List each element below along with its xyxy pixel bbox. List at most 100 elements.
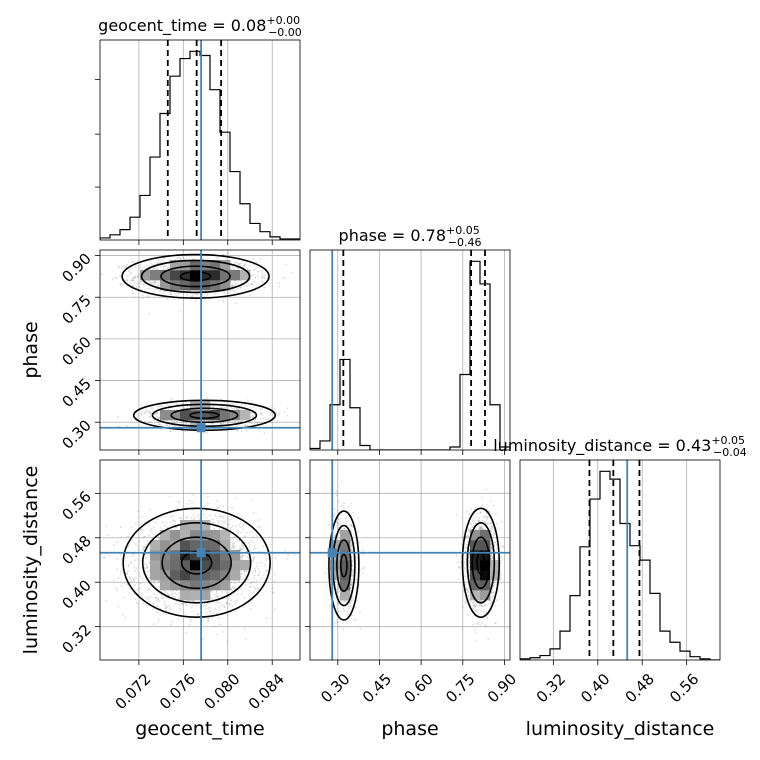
sample-point: [240, 544, 243, 547]
sample-point: [130, 561, 133, 563]
sample-point: [263, 432, 266, 434]
sample-point: [485, 518, 488, 520]
sample-point: [141, 594, 144, 597]
density-cell: [210, 570, 221, 581]
x-tick-label: 0.56: [666, 670, 702, 706]
x-tick-label: 0.40: [577, 670, 613, 706]
sample-point: [144, 521, 147, 523]
sample-point: [275, 412, 278, 415]
sample-point: [259, 412, 262, 415]
density-cell: [190, 530, 201, 541]
sample-point: [251, 412, 254, 414]
sample-point: [215, 595, 218, 598]
sample-point: [253, 522, 255, 525]
sample-point: [179, 309, 182, 312]
panel-frame: [99, 249, 301, 451]
sample-point: [214, 607, 217, 610]
sample-point: [150, 412, 152, 414]
density-cell: [240, 410, 251, 421]
sample-point: [233, 588, 236, 591]
sample-point: [236, 282, 239, 285]
sample-point: [208, 610, 211, 613]
sample-point: [216, 633, 218, 636]
sample-point: [226, 640, 229, 642]
sample-point: [243, 570, 246, 573]
sample-point: [190, 517, 193, 519]
sample-point: [479, 624, 481, 626]
sample-point: [197, 513, 199, 516]
sample-point: [241, 542, 243, 545]
sample-point: [286, 414, 289, 417]
density-cell: [180, 560, 191, 571]
sample-point: [120, 558, 123, 561]
sample-point: [146, 567, 149, 569]
sample-point: [242, 547, 245, 549]
sample-point: [157, 598, 160, 600]
sample-point: [232, 543, 235, 546]
sample-point: [176, 592, 179, 595]
x-tick-label: 0.32: [533, 670, 569, 706]
density-cell: [240, 560, 251, 571]
sample-point: [456, 561, 459, 564]
sample-point: [241, 555, 244, 557]
sample-point: [245, 429, 248, 432]
sample-point: [252, 416, 255, 419]
sample-point: [188, 624, 191, 626]
sample-point: [190, 295, 193, 298]
sample-point: [224, 589, 227, 592]
sample-point: [212, 405, 215, 408]
sample-point: [478, 527, 480, 530]
sample-point: [240, 557, 243, 559]
sample-point: [248, 265, 251, 267]
sample-point: [116, 568, 118, 571]
sample-point: [192, 293, 195, 296]
sample-point: [159, 261, 162, 264]
sample-point: [153, 580, 156, 583]
sample-point: [267, 557, 269, 560]
sample-point: [233, 279, 236, 282]
density-cell: [180, 280, 191, 291]
sample-point: [185, 603, 188, 606]
sample-point: [239, 587, 242, 590]
density-cell: [150, 540, 161, 551]
title-minus: −0.04: [713, 446, 747, 459]
sample-point: [141, 578, 144, 580]
sample-point: [236, 266, 238, 269]
sample-point: [227, 289, 230, 292]
density-cells: [150, 520, 251, 601]
sample-point: [241, 430, 243, 433]
histogram-phase: [310, 260, 510, 450]
density-cell: [170, 530, 181, 541]
sample-point: [180, 517, 182, 519]
sample-point: [251, 571, 254, 574]
sample-point: [226, 291, 229, 294]
sample-point: [253, 556, 256, 559]
sample-point: [250, 421, 253, 424]
sample-point: [233, 582, 236, 585]
sample-point: [171, 420, 173, 423]
sample-point: [149, 268, 152, 271]
sample-point: [217, 596, 220, 598]
sample-point: [235, 599, 238, 602]
contour-line: [170, 407, 239, 424]
sample-point: [161, 597, 164, 600]
sample-point: [242, 606, 245, 609]
sample-point: [273, 407, 276, 410]
sample-point: [153, 267, 156, 270]
density-cell: [200, 410, 211, 421]
sample-point: [157, 618, 160, 621]
sample-point: [202, 257, 204, 260]
sample-point: [178, 501, 181, 504]
sample-point: [112, 579, 115, 582]
sample-point: [244, 535, 247, 538]
sample-point: [138, 286, 141, 288]
sample-point: [490, 542, 493, 545]
sample-point: [490, 543, 492, 546]
sample-point: [227, 522, 230, 525]
grid-lines: [337, 250, 505, 450]
hist-panel-phase: phase = 0.78+0.05 −0.46: [309, 224, 511, 455]
sample-point: [152, 283, 155, 286]
sample-point: [236, 538, 239, 541]
